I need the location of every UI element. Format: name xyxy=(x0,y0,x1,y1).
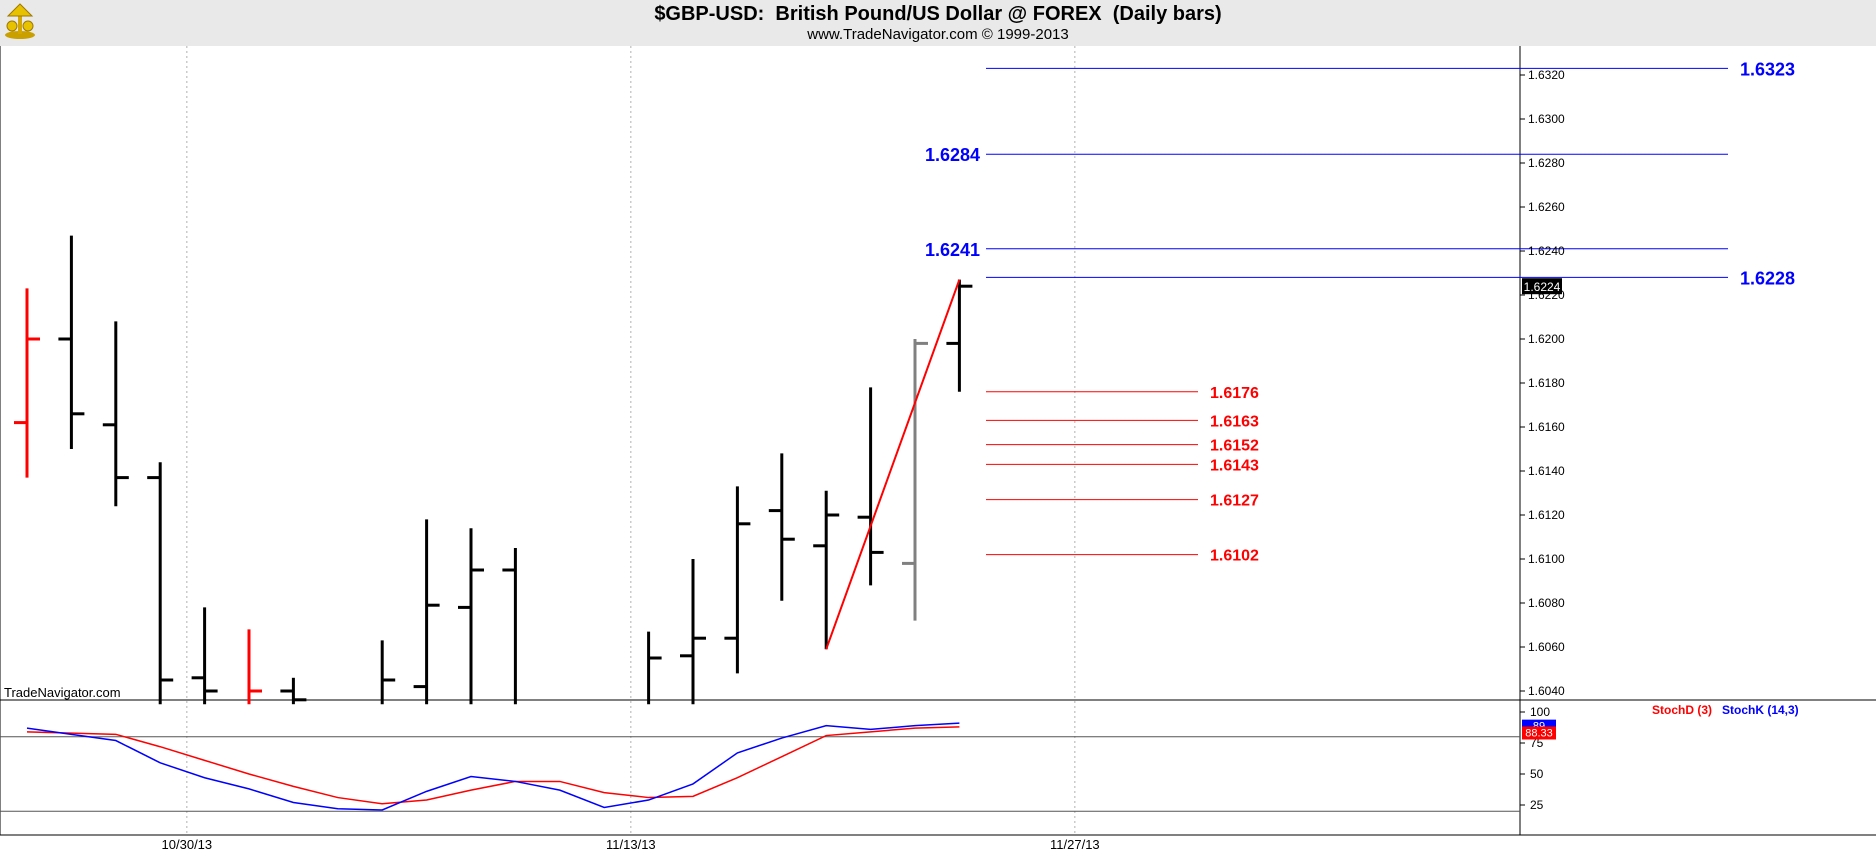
trade-navigator-logo-icon xyxy=(5,3,35,39)
y-tick-label: 1.6140 xyxy=(1528,464,1565,478)
y-tick-label: 1.6180 xyxy=(1528,376,1565,390)
swing-trend-line xyxy=(825,279,961,650)
y-tick-label: 1.6160 xyxy=(1528,420,1565,434)
extension-level-label: 1.6228 xyxy=(1740,268,1795,288)
y-tick-label: 1.6320 xyxy=(1528,68,1565,82)
ohlc-bar xyxy=(58,235,85,449)
stoch-legend-k: StochK (14,3) xyxy=(1722,703,1799,717)
stoch-d-badge xyxy=(1522,726,1556,740)
y-tick-label: 1.6280 xyxy=(1528,156,1565,170)
y-tick-label: 1.6200 xyxy=(1528,332,1565,346)
y-tick-label: 1.6240 xyxy=(1528,244,1565,258)
ohlc-bar xyxy=(502,548,517,705)
grid xyxy=(0,46,1876,836)
ohlc-bar xyxy=(680,559,706,705)
ohlc-bar xyxy=(247,629,262,705)
retracement-level-label: 1.6127 xyxy=(1210,493,1259,510)
fibonacci-levels: 1.6323 1.6284 1.6241 1.6228 1.6176 1.6163 1.61… xyxy=(825,59,1795,650)
y-tick-label: 1.6260 xyxy=(1528,200,1565,214)
stoch-tick-label: 100 xyxy=(1530,705,1550,719)
retracement-level-label: 1.6163 xyxy=(1210,413,1259,430)
ohlc-bar xyxy=(946,279,973,392)
last-price-badge xyxy=(1522,278,1562,295)
retracement-level-label: 1.6143 xyxy=(1210,457,1259,474)
ohlc-bar xyxy=(380,640,396,705)
chart-header: $GBP-USD: British Pound/US Dollar @ FORE… xyxy=(0,0,1876,46)
stoch-series-line xyxy=(26,726,960,805)
ohlc-bar xyxy=(813,490,840,650)
stoch-d-value: 88.33 xyxy=(1525,727,1553,739)
x-tick-label: 10/30/13 xyxy=(162,837,213,852)
ohlc-bar xyxy=(458,528,484,705)
y-tick-label: 1.6040 xyxy=(1528,684,1565,698)
axes: 10/30/13 11/13/13 11/27/13 1.6040 1.6060 1.60… xyxy=(162,68,1565,852)
ohlc-bar xyxy=(14,288,40,478)
ohlc-bar xyxy=(902,339,928,621)
stoch-series-line xyxy=(26,722,960,811)
x-tick-label: 11/27/13 xyxy=(1050,837,1100,852)
stoch-tick-label: 50 xyxy=(1530,767,1544,781)
retracement-level-label: 1.6152 xyxy=(1210,438,1259,455)
ohlc-bar xyxy=(280,677,307,705)
ohlc-bar xyxy=(102,321,129,507)
price-bars xyxy=(14,235,973,705)
extension-level-label: 1.6284 xyxy=(925,145,980,165)
ohlc-bar xyxy=(147,462,174,705)
ohlc-bar xyxy=(413,519,440,705)
retracement-level-label: 1.6176 xyxy=(1210,385,1259,402)
y-tick-label: 1.6100 xyxy=(1528,552,1565,566)
chart-title: $GBP-USD: British Pound/US Dollar @ FORE… xyxy=(654,3,1222,25)
ohlc-bar xyxy=(647,631,662,705)
watermark-text: TradeNavigator.com xyxy=(4,685,121,700)
retracement-level-label: 1.6102 xyxy=(1210,548,1259,565)
stochastic-panel: StochD (3) StochK (14,3) xyxy=(0,703,1799,812)
last-price-label: 1.6224 xyxy=(1524,280,1561,294)
y-tick-label: 1.6120 xyxy=(1528,508,1565,522)
stoch-tick-label: 75 xyxy=(1530,736,1544,750)
x-tick-label: 11/13/13 xyxy=(606,837,656,852)
y-tick-label: 1.6300 xyxy=(1528,112,1565,126)
extension-level-label: 1.6241 xyxy=(925,240,980,260)
extension-level-label: 1.6323 xyxy=(1740,59,1795,79)
ohlc-bar xyxy=(724,486,751,674)
ohlc-bar xyxy=(857,387,884,586)
ohlc-bar xyxy=(191,607,218,705)
y-tick-label: 1.6080 xyxy=(1528,596,1565,610)
stoch-legend-d: StochD (3) xyxy=(1652,703,1712,717)
ohlc-bar xyxy=(768,453,795,601)
chart-subtitle: www.TradeNavigator.com © 1999-2013 xyxy=(807,26,1069,43)
y-tick-label: 1.6060 xyxy=(1528,640,1565,654)
stoch-tick-label: 25 xyxy=(1530,798,1544,812)
